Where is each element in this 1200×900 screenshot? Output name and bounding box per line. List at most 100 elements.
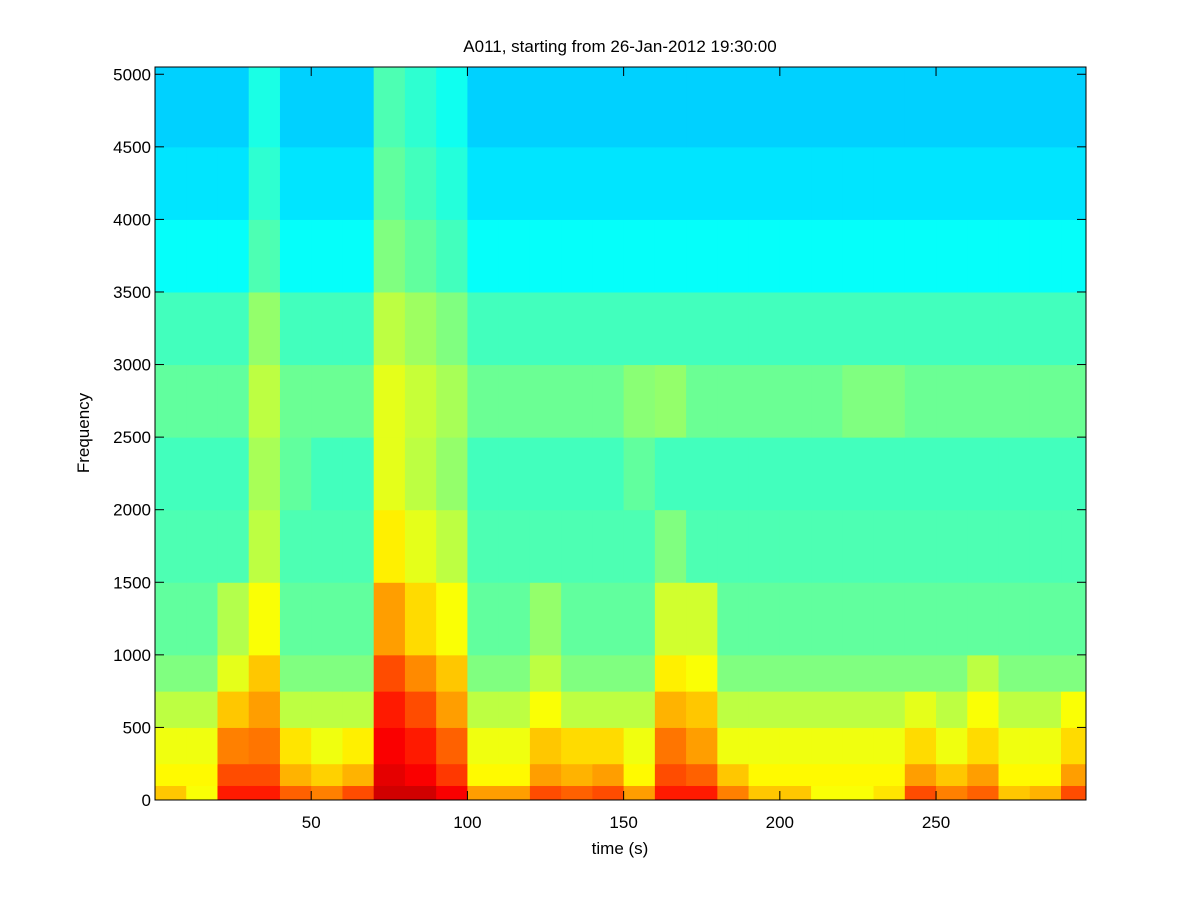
- heatmap-cell: [592, 291, 625, 366]
- heatmap-cell: [311, 146, 343, 220]
- heatmap-cell: [998, 146, 1031, 220]
- heatmap-cell: [904, 785, 937, 801]
- heatmap-cell: [373, 727, 406, 765]
- heatmap-cell: [1061, 509, 1087, 583]
- heatmap-cell: [654, 654, 687, 692]
- heatmap-cell: [217, 691, 250, 728]
- heatmap-cell: [686, 582, 718, 656]
- heatmap-cell: [967, 654, 1000, 692]
- heatmap-cell: [623, 582, 656, 656]
- heatmap: [155, 67, 1087, 801]
- heatmap-cell: [373, 785, 406, 801]
- heatmap-cell: [404, 785, 437, 801]
- heatmap-cell: [842, 654, 875, 692]
- heatmap-cell: [842, 509, 875, 583]
- heatmap-cell: [404, 582, 437, 656]
- heatmap-cell: [155, 785, 187, 801]
- heatmap-cell: [311, 364, 343, 438]
- heatmap-cell: [967, 509, 1000, 583]
- heatmap-cell: [811, 291, 843, 366]
- heatmap-cell: [967, 146, 1000, 220]
- heatmap-cell: [717, 146, 750, 220]
- heatmap-cell: [936, 67, 968, 148]
- heatmap-cell: [217, 763, 250, 786]
- heatmap-cell: [217, 654, 250, 692]
- heatmap-cell: [155, 364, 187, 438]
- heatmap-cell: [498, 146, 531, 220]
- heatmap-cell: [467, 691, 500, 728]
- y-tick-label: 4500: [113, 138, 151, 157]
- heatmap-cell: [967, 727, 1000, 765]
- heatmap-cell: [592, 364, 625, 438]
- heatmap-cell: [623, 727, 656, 765]
- heatmap-cell: [561, 146, 593, 220]
- heatmap-cell: [279, 785, 312, 801]
- heatmap-cell: [654, 364, 687, 438]
- heatmap-cell: [873, 727, 906, 765]
- heatmap-cell: [873, 582, 906, 656]
- heatmap-cell: [842, 582, 875, 656]
- y-tick-label: 0: [142, 791, 151, 810]
- heatmap-cell: [717, 219, 750, 293]
- heatmap-cell: [529, 691, 562, 728]
- heatmap-cell: [717, 509, 750, 583]
- heatmap-cell: [529, 364, 562, 438]
- heatmap-cell: [873, 146, 906, 220]
- heatmap-cell: [467, 437, 500, 511]
- heatmap-cell: [1029, 785, 1062, 801]
- heatmap-cell: [373, 219, 406, 293]
- heatmap-cell: [373, 582, 406, 656]
- heatmap-cell: [779, 219, 812, 293]
- heatmap-cell: [217, 67, 250, 148]
- heatmap-cell: [373, 67, 406, 148]
- heatmap-cell: [279, 219, 312, 293]
- heatmap-cell: [967, 691, 1000, 728]
- heatmap-cell: [686, 727, 718, 765]
- heatmap-cell: [561, 219, 593, 293]
- heatmap-cell: [529, 785, 562, 801]
- heatmap-cell: [467, 67, 500, 148]
- heatmap-cell: [873, 364, 906, 438]
- heatmap-cell: [311, 691, 343, 728]
- heatmap-cell: [498, 509, 531, 583]
- heatmap-cell: [1029, 437, 1062, 511]
- heatmap-cell: [467, 291, 500, 366]
- heatmap-cell: [967, 763, 1000, 786]
- heatmap-cell: [811, 509, 843, 583]
- heatmap-cell: [967, 291, 1000, 366]
- heatmap-cell: [1061, 582, 1087, 656]
- heatmap-cell: [279, 509, 312, 583]
- heatmap-cell: [561, 437, 593, 511]
- heatmap-cell: [936, 364, 968, 438]
- heatmap-cell: [561, 691, 593, 728]
- heatmap-cell: [904, 763, 937, 786]
- heatmap-cell: [654, 291, 687, 366]
- plot-frame: [154, 66, 1087, 801]
- x-tick-label: 100: [453, 813, 481, 832]
- heatmap-cell: [873, 691, 906, 728]
- heatmap-cell: [623, 785, 656, 801]
- heatmap-cell: [998, 727, 1031, 765]
- heatmap-cell: [811, 146, 843, 220]
- heatmap-cell: [529, 582, 562, 656]
- heatmap-cell: [967, 67, 1000, 148]
- heatmap-cell: [842, 146, 875, 220]
- heatmap-cell: [279, 727, 312, 765]
- heatmap-cell: [717, 437, 750, 511]
- heatmap-cell: [186, 582, 218, 656]
- heatmap-cell: [248, 785, 281, 801]
- y-tick-label: 1000: [113, 646, 151, 665]
- heatmap-cell: [748, 654, 781, 692]
- heatmap-cell: [998, 509, 1031, 583]
- heatmap-cell: [467, 219, 500, 293]
- heatmap-cell: [623, 291, 656, 366]
- heatmap-cell: [155, 654, 187, 692]
- heatmap-cell: [342, 437, 375, 511]
- heatmap-cell: [436, 146, 468, 220]
- heatmap-cell: [998, 437, 1031, 511]
- heatmap-cell: [592, 785, 625, 801]
- heatmap-cell: [311, 291, 343, 366]
- heatmap-cell: [967, 437, 1000, 511]
- heatmap-cell: [561, 654, 593, 692]
